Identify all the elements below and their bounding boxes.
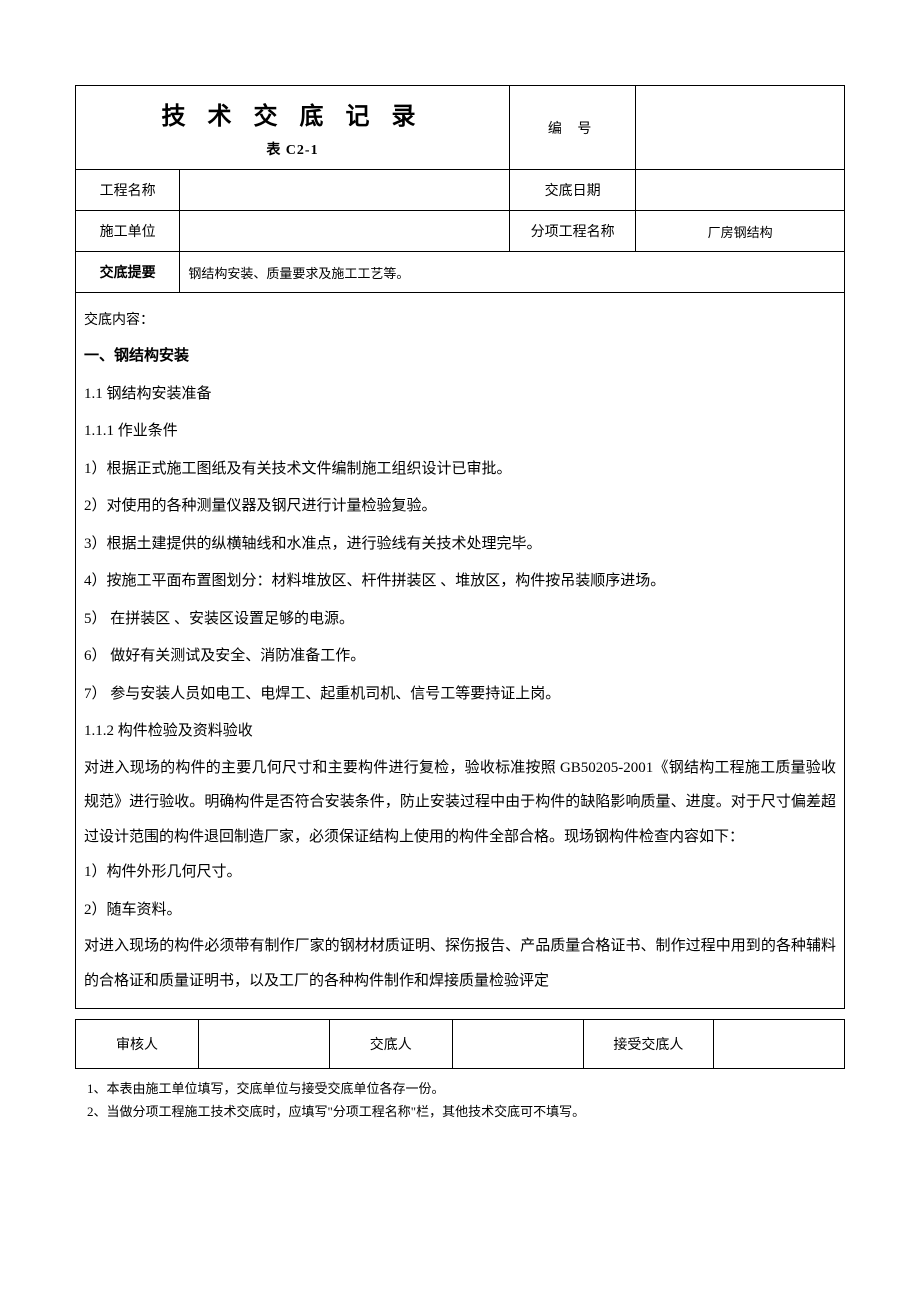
content-line: 4）按施工平面布置图划分：材料堆放区、杆件拼装区 、堆放区，构件按吊装顺序进场。 (84, 563, 836, 601)
content-body: 交底内容： 一、钢结构安装 1.1 钢结构安装准备 1.1.1 作业条件 1）根… (76, 293, 845, 1009)
content-intro: 交底内容： (84, 303, 836, 338)
disclose-label: 交底人 (329, 1020, 452, 1069)
project-name-label: 工程名称 (76, 170, 180, 211)
receiver-value (714, 1020, 845, 1069)
summary-value: 钢结构安装、质量要求及施工工艺等。 (180, 252, 845, 293)
date-value (636, 170, 845, 211)
footer-table: 审核人 交底人 接受交底人 (75, 1019, 845, 1069)
number-value (636, 86, 845, 170)
content-line: 3）根据土建提供的纵横轴线和水准点，进行验线有关技术处理完毕。 (84, 526, 836, 564)
section-heading-1: 一、钢结构安装 (84, 338, 836, 376)
content-line: 5） 在拼装区 、安装区设置足够的电源。 (84, 601, 836, 639)
notes-section: 1、本表由施工单位填写，交底单位与接受交底单位各存一份。 2、当做分项工程施工技… (75, 1077, 845, 1124)
content-line: 2）随车资料。 (84, 892, 836, 930)
subproject-label: 分项工程名称 (509, 211, 635, 252)
number-label: 编 号 (509, 86, 635, 170)
receiver-label: 接受交底人 (583, 1020, 714, 1069)
project-name-value (180, 170, 510, 211)
summary-label: 交底提要 (76, 252, 180, 293)
note-2: 2、当做分项工程施工技术交底时，应填写"分项工程名称"栏，其他技术交底可不填写。 (87, 1100, 845, 1123)
content-line: 1.1.2 构件检验及资料验收 (84, 713, 836, 751)
content-line: 1.1.1 作业条件 (84, 413, 836, 451)
content-line: 2）对使用的各种测量仪器及钢尺进行计量检验复验。 (84, 488, 836, 526)
sub-title: 表 C2-1 (84, 139, 501, 159)
date-label: 交底日期 (509, 170, 635, 211)
content-line: 1）构件外形几何尺寸。 (84, 854, 836, 892)
unit-label: 施工单位 (76, 211, 180, 252)
content-paragraph: 对进入现场的构件必须带有制作厂家的钢材材质证明、探伤报告、产品质量合格证书、制作… (84, 929, 836, 998)
document-table: 技 术 交 底 记 录 表 C2-1 编 号 工程名称 交底日期 施工单位 分项… (75, 85, 845, 1009)
disclose-value (452, 1020, 583, 1069)
auditor-label: 审核人 (76, 1020, 199, 1069)
subproject-value: 厂房钢结构 (636, 211, 845, 252)
content-line: 6） 做好有关测试及安全、消防准备工作。 (84, 638, 836, 676)
title-cell: 技 术 交 底 记 录 表 C2-1 (76, 86, 510, 170)
auditor-value (199, 1020, 330, 1069)
main-title: 技 术 交 底 记 录 (84, 96, 501, 131)
content-line: 7） 参与安装人员如电工、电焊工、起重机司机、信号工等要持证上岗。 (84, 676, 836, 714)
note-1: 1、本表由施工单位填写，交底单位与接受交底单位各存一份。 (87, 1077, 845, 1100)
content-line: 1.1 钢结构安装准备 (84, 376, 836, 414)
content-paragraph: 对进入现场的构件的主要几何尺寸和主要构件进行复检，验收标准按照 GB50205-… (84, 751, 836, 855)
content-line: 1）根据正式施工图纸及有关技术文件编制施工组织设计已审批。 (84, 451, 836, 489)
unit-value (180, 211, 510, 252)
